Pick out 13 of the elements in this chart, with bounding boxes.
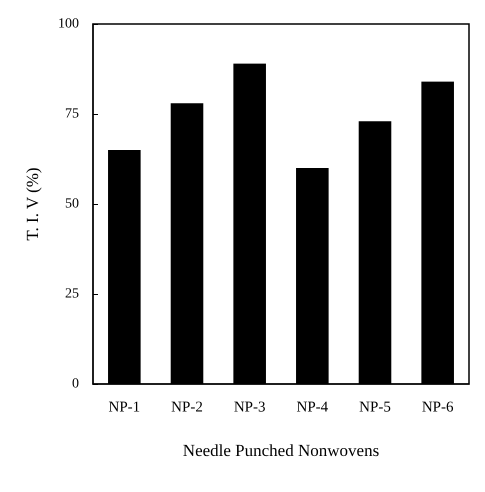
- y-tick-label: 100: [58, 16, 79, 32]
- y-tick-label: 50: [65, 196, 79, 212]
- y-tick-label: 0: [72, 376, 79, 392]
- y-tick-label: 25: [65, 286, 79, 302]
- x-tick-label: NP-2: [171, 400, 203, 416]
- x-tick-label: NP-4: [296, 400, 329, 416]
- y-axis-title: T. I. V (%): [23, 167, 42, 241]
- x-axis-title: Needle Punched Nonwovens: [182, 441, 380, 460]
- x-tick-label: NP-1: [108, 400, 140, 416]
- x-tick-label: NP-6: [422, 400, 454, 416]
- x-tick-label: NP-3: [234, 400, 266, 416]
- y-tick-label: 75: [65, 106, 79, 122]
- x-tick-label: NP-5: [359, 400, 391, 416]
